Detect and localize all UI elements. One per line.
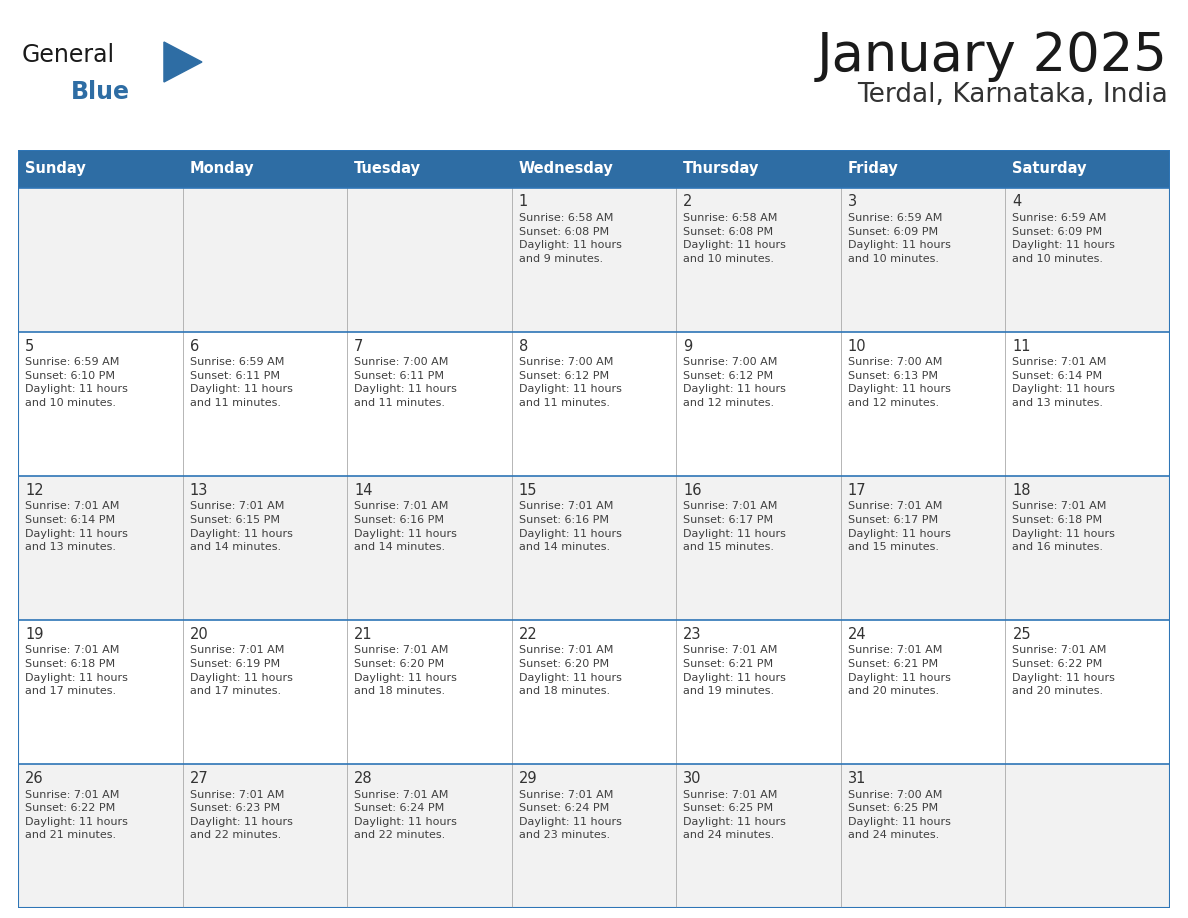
Text: 21: 21 xyxy=(354,627,373,642)
Text: 27: 27 xyxy=(190,771,208,786)
Bar xyxy=(183,150,347,187)
Text: Sunrise: 7:01 AM
Sunset: 6:21 PM
Daylight: 11 hours
and 19 minutes.: Sunrise: 7:01 AM Sunset: 6:21 PM Dayligh… xyxy=(683,645,786,696)
Text: 16: 16 xyxy=(683,483,702,498)
Text: Sunrise: 7:01 AM
Sunset: 6:25 PM
Daylight: 11 hours
and 24 minutes.: Sunrise: 7:01 AM Sunset: 6:25 PM Dayligh… xyxy=(683,789,786,840)
Polygon shape xyxy=(164,42,202,82)
Text: Sunrise: 6:59 AM
Sunset: 6:11 PM
Daylight: 11 hours
and 11 minutes.: Sunrise: 6:59 AM Sunset: 6:11 PM Dayligh… xyxy=(190,357,292,409)
Text: Sunrise: 7:01 AM
Sunset: 6:16 PM
Daylight: 11 hours
and 14 minutes.: Sunrise: 7:01 AM Sunset: 6:16 PM Dayligh… xyxy=(519,501,621,552)
Text: 9: 9 xyxy=(683,339,693,353)
Text: Sunrise: 7:01 AM
Sunset: 6:21 PM
Daylight: 11 hours
and 20 minutes.: Sunrise: 7:01 AM Sunset: 6:21 PM Dayligh… xyxy=(848,645,950,696)
Text: 26: 26 xyxy=(25,771,44,786)
Text: Tuesday: Tuesday xyxy=(354,162,421,176)
Text: Sunrise: 7:01 AM
Sunset: 6:17 PM
Daylight: 11 hours
and 15 minutes.: Sunrise: 7:01 AM Sunset: 6:17 PM Dayligh… xyxy=(683,501,786,552)
Text: Sunrise: 7:01 AM
Sunset: 6:17 PM
Daylight: 11 hours
and 15 minutes.: Sunrise: 7:01 AM Sunset: 6:17 PM Dayligh… xyxy=(848,501,950,552)
Text: 5: 5 xyxy=(25,339,34,353)
Bar xyxy=(18,764,1170,908)
Bar xyxy=(676,150,841,187)
Text: 2: 2 xyxy=(683,195,693,209)
Text: Sunrise: 7:01 AM
Sunset: 6:22 PM
Daylight: 11 hours
and 20 minutes.: Sunrise: 7:01 AM Sunset: 6:22 PM Dayligh… xyxy=(1012,645,1116,696)
Text: 14: 14 xyxy=(354,483,373,498)
Text: Sunrise: 7:01 AM
Sunset: 6:24 PM
Daylight: 11 hours
and 22 minutes.: Sunrise: 7:01 AM Sunset: 6:24 PM Dayligh… xyxy=(354,789,457,840)
Text: General: General xyxy=(21,43,114,67)
Text: Terdal, Karnataka, India: Terdal, Karnataka, India xyxy=(858,82,1168,108)
Text: 31: 31 xyxy=(848,771,866,786)
Bar xyxy=(512,150,676,187)
Text: Sunrise: 7:01 AM
Sunset: 6:23 PM
Daylight: 11 hours
and 22 minutes.: Sunrise: 7:01 AM Sunset: 6:23 PM Dayligh… xyxy=(190,789,292,840)
Bar xyxy=(18,187,1170,331)
Text: Sunrise: 7:01 AM
Sunset: 6:20 PM
Daylight: 11 hours
and 18 minutes.: Sunrise: 7:01 AM Sunset: 6:20 PM Dayligh… xyxy=(354,645,457,696)
Text: 10: 10 xyxy=(848,339,866,353)
Text: 6: 6 xyxy=(190,339,198,353)
Text: Thursday: Thursday xyxy=(683,162,759,176)
Text: 7: 7 xyxy=(354,339,364,353)
Text: Sunrise: 7:01 AM
Sunset: 6:19 PM
Daylight: 11 hours
and 17 minutes.: Sunrise: 7:01 AM Sunset: 6:19 PM Dayligh… xyxy=(190,645,292,696)
Bar xyxy=(18,150,183,187)
Text: Sunrise: 7:00 AM
Sunset: 6:25 PM
Daylight: 11 hours
and 24 minutes.: Sunrise: 7:00 AM Sunset: 6:25 PM Dayligh… xyxy=(848,789,950,840)
Text: 22: 22 xyxy=(519,627,537,642)
Bar xyxy=(18,476,1170,620)
Text: Sunrise: 7:01 AM
Sunset: 6:24 PM
Daylight: 11 hours
and 23 minutes.: Sunrise: 7:01 AM Sunset: 6:24 PM Dayligh… xyxy=(519,789,621,840)
Text: Sunrise: 7:01 AM
Sunset: 6:18 PM
Daylight: 11 hours
and 16 minutes.: Sunrise: 7:01 AM Sunset: 6:18 PM Dayligh… xyxy=(1012,501,1116,552)
Text: 3: 3 xyxy=(848,195,857,209)
Text: Sunday: Sunday xyxy=(25,162,86,176)
Text: 1: 1 xyxy=(519,195,527,209)
Text: 18: 18 xyxy=(1012,483,1031,498)
Text: Sunrise: 7:01 AM
Sunset: 6:22 PM
Daylight: 11 hours
and 21 minutes.: Sunrise: 7:01 AM Sunset: 6:22 PM Dayligh… xyxy=(25,789,128,840)
Text: Sunrise: 7:01 AM
Sunset: 6:18 PM
Daylight: 11 hours
and 17 minutes.: Sunrise: 7:01 AM Sunset: 6:18 PM Dayligh… xyxy=(25,645,128,696)
Text: 12: 12 xyxy=(25,483,44,498)
Text: Sunrise: 6:58 AM
Sunset: 6:08 PM
Daylight: 11 hours
and 9 minutes.: Sunrise: 6:58 AM Sunset: 6:08 PM Dayligh… xyxy=(519,213,621,264)
Text: 19: 19 xyxy=(25,627,44,642)
Text: 24: 24 xyxy=(848,627,866,642)
Text: Blue: Blue xyxy=(71,80,131,104)
Text: Sunrise: 7:00 AM
Sunset: 6:12 PM
Daylight: 11 hours
and 12 minutes.: Sunrise: 7:00 AM Sunset: 6:12 PM Dayligh… xyxy=(683,357,786,409)
Text: Friday: Friday xyxy=(848,162,898,176)
Text: 4: 4 xyxy=(1012,195,1022,209)
Bar xyxy=(18,620,1170,764)
Text: 29: 29 xyxy=(519,771,537,786)
Text: 30: 30 xyxy=(683,771,702,786)
Text: 13: 13 xyxy=(190,483,208,498)
Bar xyxy=(1005,150,1170,187)
Text: Monday: Monday xyxy=(190,162,254,176)
Text: Sunrise: 7:01 AM
Sunset: 6:20 PM
Daylight: 11 hours
and 18 minutes.: Sunrise: 7:01 AM Sunset: 6:20 PM Dayligh… xyxy=(519,645,621,696)
Bar xyxy=(347,150,512,187)
Text: 25: 25 xyxy=(1012,627,1031,642)
Text: Sunrise: 6:58 AM
Sunset: 6:08 PM
Daylight: 11 hours
and 10 minutes.: Sunrise: 6:58 AM Sunset: 6:08 PM Dayligh… xyxy=(683,213,786,264)
Text: 17: 17 xyxy=(848,483,866,498)
Text: 23: 23 xyxy=(683,627,702,642)
Text: 28: 28 xyxy=(354,771,373,786)
Text: Sunrise: 7:00 AM
Sunset: 6:11 PM
Daylight: 11 hours
and 11 minutes.: Sunrise: 7:00 AM Sunset: 6:11 PM Dayligh… xyxy=(354,357,457,409)
Text: 20: 20 xyxy=(190,627,208,642)
Text: Sunrise: 7:01 AM
Sunset: 6:14 PM
Daylight: 11 hours
and 13 minutes.: Sunrise: 7:01 AM Sunset: 6:14 PM Dayligh… xyxy=(1012,357,1116,409)
Bar xyxy=(841,150,1005,187)
Bar xyxy=(18,331,1170,476)
Text: Sunrise: 7:01 AM
Sunset: 6:14 PM
Daylight: 11 hours
and 13 minutes.: Sunrise: 7:01 AM Sunset: 6:14 PM Dayligh… xyxy=(25,501,128,552)
Text: Sunrise: 6:59 AM
Sunset: 6:09 PM
Daylight: 11 hours
and 10 minutes.: Sunrise: 6:59 AM Sunset: 6:09 PM Dayligh… xyxy=(1012,213,1116,264)
Text: 11: 11 xyxy=(1012,339,1031,353)
Text: Sunrise: 7:01 AM
Sunset: 6:16 PM
Daylight: 11 hours
and 14 minutes.: Sunrise: 7:01 AM Sunset: 6:16 PM Dayligh… xyxy=(354,501,457,552)
Text: Wednesday: Wednesday xyxy=(519,162,613,176)
Text: 15: 15 xyxy=(519,483,537,498)
Text: January 2025: January 2025 xyxy=(817,30,1168,82)
Text: Sunrise: 6:59 AM
Sunset: 6:09 PM
Daylight: 11 hours
and 10 minutes.: Sunrise: 6:59 AM Sunset: 6:09 PM Dayligh… xyxy=(848,213,950,264)
Text: Sunrise: 6:59 AM
Sunset: 6:10 PM
Daylight: 11 hours
and 10 minutes.: Sunrise: 6:59 AM Sunset: 6:10 PM Dayligh… xyxy=(25,357,128,409)
Text: 8: 8 xyxy=(519,339,527,353)
Text: Saturday: Saturday xyxy=(1012,162,1087,176)
Text: Sunrise: 7:00 AM
Sunset: 6:12 PM
Daylight: 11 hours
and 11 minutes.: Sunrise: 7:00 AM Sunset: 6:12 PM Dayligh… xyxy=(519,357,621,409)
Text: Sunrise: 7:00 AM
Sunset: 6:13 PM
Daylight: 11 hours
and 12 minutes.: Sunrise: 7:00 AM Sunset: 6:13 PM Dayligh… xyxy=(848,357,950,409)
Text: Sunrise: 7:01 AM
Sunset: 6:15 PM
Daylight: 11 hours
and 14 minutes.: Sunrise: 7:01 AM Sunset: 6:15 PM Dayligh… xyxy=(190,501,292,552)
